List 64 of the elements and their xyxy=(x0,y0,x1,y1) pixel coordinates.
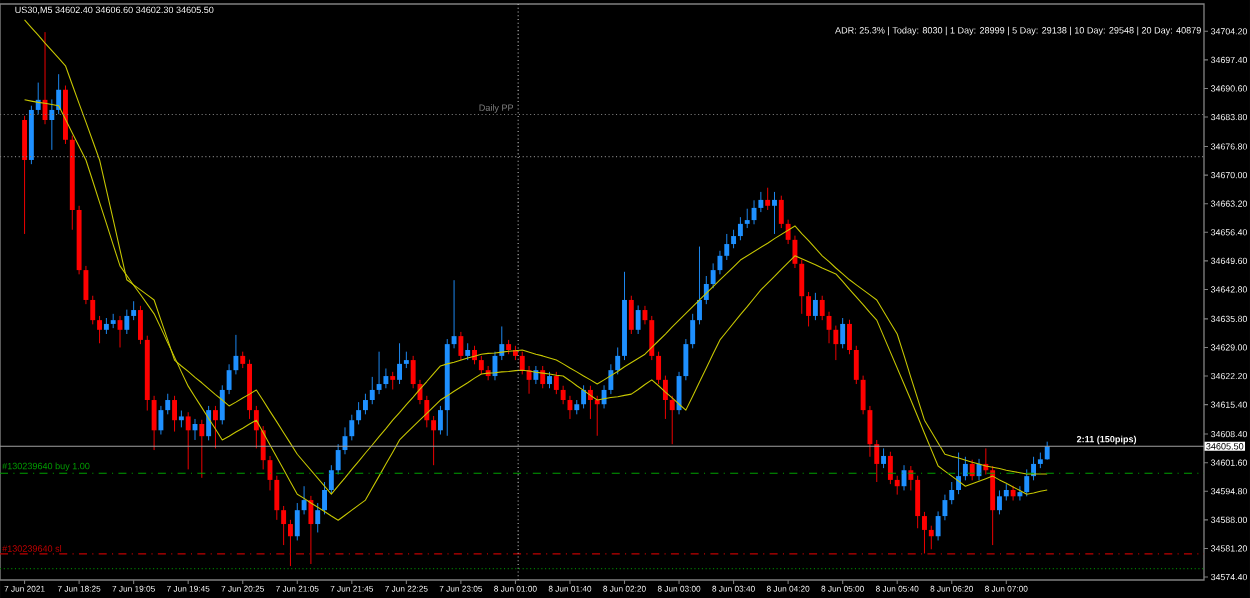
candlestick xyxy=(35,82,41,115)
candlestick xyxy=(969,459,975,481)
candlestick xyxy=(765,187,771,211)
candlestick xyxy=(915,475,921,529)
candlestick xyxy=(840,317,846,349)
candlestick xyxy=(922,511,927,554)
candlestick xyxy=(744,208,750,229)
candlestick xyxy=(213,405,218,449)
candlestick xyxy=(533,365,539,385)
candlestick xyxy=(397,342,402,385)
candlestick xyxy=(253,405,259,449)
candlestick xyxy=(356,401,362,425)
candlestick xyxy=(287,519,293,567)
candlestick xyxy=(431,415,437,466)
candlestick xyxy=(97,315,103,344)
candlestick xyxy=(131,300,137,321)
candlestick xyxy=(22,115,28,235)
candlestick xyxy=(812,292,818,321)
candlestick xyxy=(662,375,668,420)
candlestick xyxy=(887,451,893,485)
candlestick xyxy=(806,291,812,327)
candlestick xyxy=(956,452,962,495)
candlestick xyxy=(437,405,443,435)
candlestick xyxy=(772,191,777,235)
candlestick xyxy=(847,319,852,355)
candlestick xyxy=(894,475,900,496)
candlestick xyxy=(362,393,368,415)
candlestick xyxy=(49,98,55,151)
candlestick xyxy=(697,246,702,325)
candlestick xyxy=(478,355,484,375)
candlestick xyxy=(1024,468,1030,497)
candlestick xyxy=(1010,485,1016,501)
candlestick xyxy=(458,331,464,361)
candlestick xyxy=(881,447,887,469)
candlestick xyxy=(315,502,321,533)
candlestick xyxy=(990,465,996,546)
candlestick xyxy=(172,395,177,433)
candlestick xyxy=(594,395,600,437)
candlestick xyxy=(908,465,914,491)
candlestick xyxy=(581,384,587,409)
candlestick xyxy=(635,304,641,335)
candlestick xyxy=(1044,441,1050,461)
candlestick xyxy=(997,489,1002,515)
candlestick xyxy=(247,359,252,420)
candlestick xyxy=(158,405,164,435)
candlestick xyxy=(124,309,130,335)
candlestick xyxy=(199,419,205,479)
candlestick xyxy=(328,464,334,495)
candlestick xyxy=(308,495,314,565)
candlestick xyxy=(669,395,675,445)
candlestick xyxy=(540,365,546,389)
candlestick xyxy=(731,229,737,249)
candlestick xyxy=(628,295,634,335)
candlestick xyxy=(322,481,327,515)
candlestick xyxy=(281,505,287,546)
candlestick xyxy=(138,305,143,345)
candlestick xyxy=(376,351,382,395)
candlestick xyxy=(206,405,212,441)
candlestick xyxy=(656,351,662,385)
candlestick xyxy=(56,73,62,115)
candlestick xyxy=(962,456,968,481)
candlestick xyxy=(737,216,743,241)
candlestick xyxy=(928,525,934,550)
candlestick xyxy=(185,411,191,470)
